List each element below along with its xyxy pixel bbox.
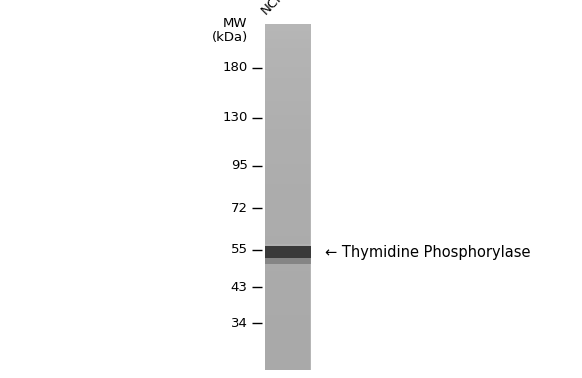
Text: 34: 34: [231, 317, 248, 330]
Text: 72: 72: [230, 202, 248, 215]
Text: ← Thymidine Phosphorylase: ← Thymidine Phosphorylase: [325, 245, 531, 260]
Text: MW
(kDa): MW (kDa): [211, 17, 248, 44]
Text: 130: 130: [222, 111, 248, 124]
Text: NCI-H929: NCI-H929: [259, 0, 313, 17]
Text: 43: 43: [231, 281, 248, 294]
Text: 180: 180: [222, 61, 248, 74]
Text: 95: 95: [231, 159, 248, 172]
Text: 55: 55: [230, 243, 248, 256]
